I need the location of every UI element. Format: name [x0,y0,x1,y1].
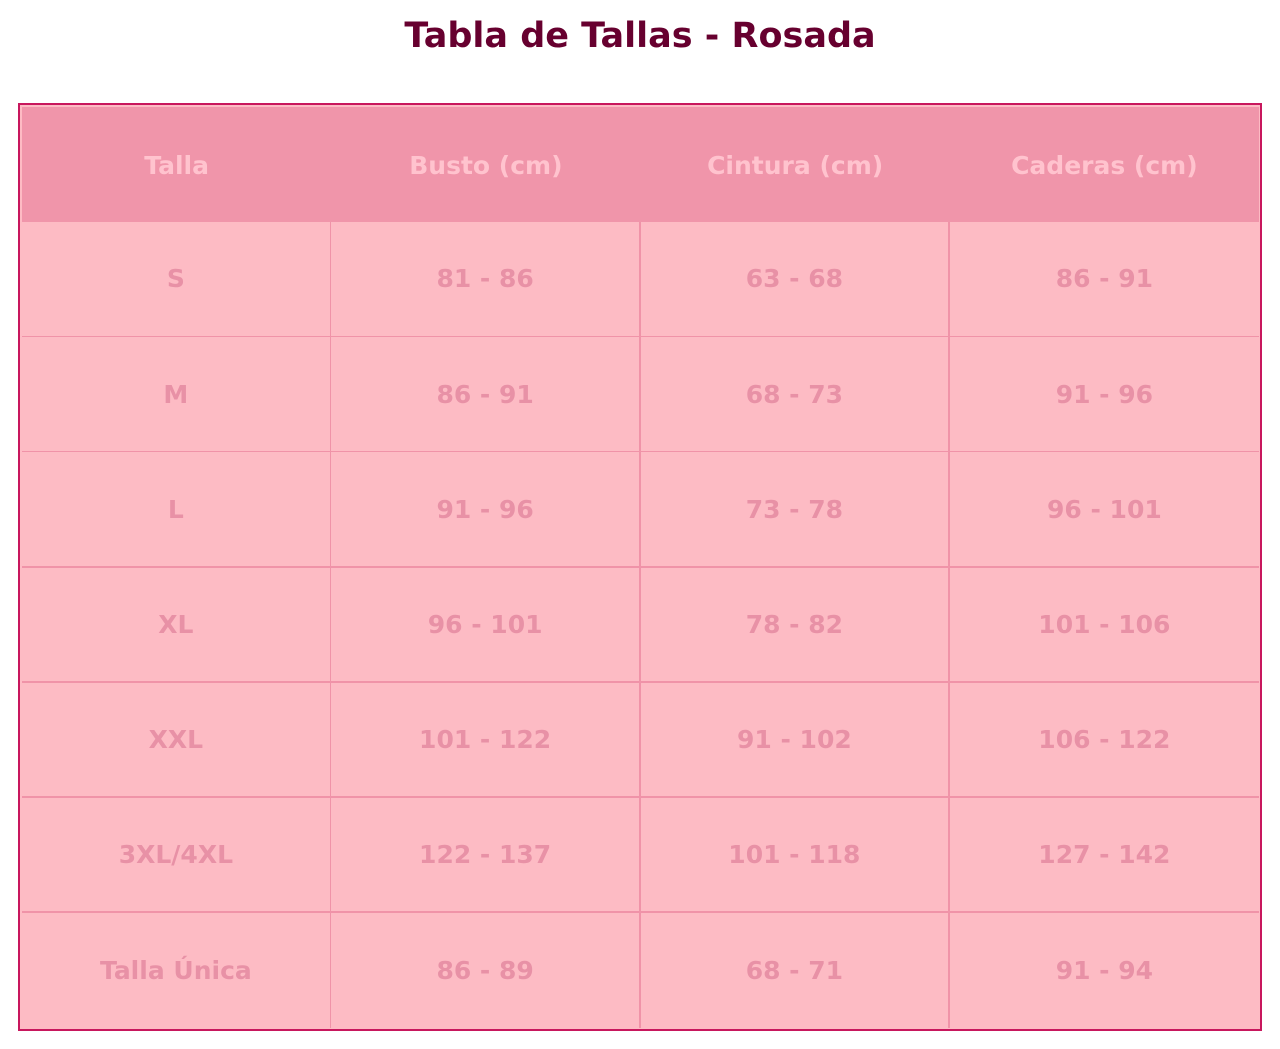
measurement-cell: 127 - 142 [949,797,1259,915]
measurement-cell: 86 - 89 [331,912,642,1028]
measurement-cell: 86 - 91 [949,222,1259,339]
size-label-cell: 3XL/4XL [22,797,333,915]
measurement-cell: 73 - 78 [640,452,952,569]
measurement-cell: 96 - 101 [331,567,642,685]
measurement-cell: 91 - 96 [949,337,1259,454]
size-label-cell: L [22,452,333,569]
size-table: Talla Busto (cm) Cintura (cm) Caderas (cm) S… [18,103,1262,1031]
size-label-cell: XL [22,567,333,685]
header-cell: Caderas (cm) [949,107,1259,224]
measurement-cell: 101 - 106 [949,567,1259,685]
measurement-cell: 106 - 122 [949,682,1259,800]
size-label-cell: M [22,337,333,454]
table-grid: Talla Busto (cm) Cintura (cm) Caderas (cm) S… [22,107,1259,1028]
measurement-cell: 86 - 91 [331,337,642,454]
measurement-cell: 101 - 122 [331,682,642,800]
header-cell: Busto (cm) [331,107,641,224]
size-label-cell: S [22,222,333,339]
header-cell: Cintura (cm) [640,107,950,224]
measurement-cell: 101 - 118 [640,797,952,915]
measurement-cell: 122 - 137 [331,797,642,915]
measurement-cell: 68 - 71 [640,912,952,1028]
measurement-cell: 91 - 94 [949,912,1259,1028]
measurement-cell: 78 - 82 [640,567,952,685]
measurement-cell: 68 - 73 [640,337,952,454]
chart-title: Tabla de Tallas - Rosada [404,16,876,56]
measurement-cell: 63 - 68 [640,222,952,339]
measurement-cell: 91 - 96 [331,452,642,569]
measurement-cell: 81 - 86 [331,222,642,339]
measurement-cell: 91 - 102 [640,682,952,800]
measurement-cell: 96 - 101 [949,452,1259,569]
size-label-cell: Talla Única [22,912,333,1028]
size-label-cell: XXL [22,682,333,800]
header-cell: Talla [22,107,332,224]
